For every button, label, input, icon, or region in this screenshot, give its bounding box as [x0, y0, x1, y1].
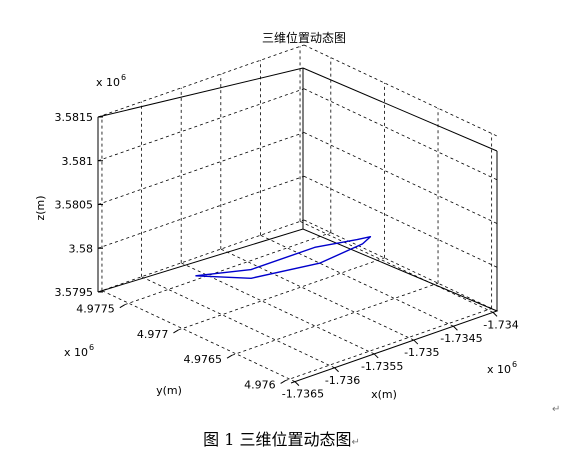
- y-tick: [280, 380, 286, 384]
- x-tick: [413, 339, 419, 345]
- z-gridline-side: [303, 175, 498, 268]
- tick-labels: -1.7365-1.736-1.7355-1.735-1.7345-1.734 4…: [55, 111, 519, 401]
- top-left-edge: [97, 67, 304, 118]
- grid-lines: [97, 44, 498, 382]
- x-gridline-floor: [299, 221, 494, 313]
- z-gridline-back: [97, 175, 305, 249]
- y-tick: [173, 329, 179, 334]
- x-tick-label: -1.735: [404, 346, 439, 359]
- y-gridline-floor: [178, 257, 385, 331]
- z-axis-label: z(m): [34, 195, 47, 220]
- z-gridline-back: [97, 88, 305, 162]
- z-gridline-side: [303, 132, 498, 224]
- x-axis-label: x(m): [371, 388, 397, 401]
- x-tick: [373, 353, 379, 359]
- z-gridline-side: [303, 88, 498, 181]
- figure-caption: 图 1 三维位置动态图↵: [0, 426, 563, 450]
- floor-outline: [97, 228, 499, 384]
- z-gridline-side: [303, 44, 498, 137]
- z-gridline-back: [97, 219, 305, 293]
- x-gridline-floor: [101, 290, 296, 382]
- x-tick: [334, 367, 339, 373]
- z-tick-label: 3.58: [69, 242, 94, 255]
- y-scale-exponent: 6: [89, 343, 94, 352]
- x-tick-label: -1.7365: [282, 388, 324, 401]
- x-tick-label: -1.734: [483, 318, 518, 331]
- trajectory-line: [195, 236, 372, 279]
- y-gridline-floor: [285, 308, 492, 381]
- chart-title: 三维位置动态图: [262, 30, 346, 45]
- top-right-edge: [302, 67, 498, 152]
- y-tick: [226, 354, 233, 359]
- x-tick: [294, 381, 300, 386]
- z-tick-label: 3.5805: [55, 199, 94, 212]
- z-scale-exponent: 6: [121, 73, 126, 82]
- y-gridline-floor: [124, 232, 331, 306]
- x-gridline-floor: [141, 276, 335, 369]
- y-tick-label: 4.9775: [76, 303, 115, 316]
- y-gridline-floor: [231, 282, 439, 356]
- x-tick-label: -1.7345: [440, 332, 482, 345]
- x-tick: [453, 325, 458, 331]
- tick-marks: [98, 116, 498, 386]
- x-tick-label: -1.736: [325, 374, 360, 387]
- z-gridline-back: [97, 132, 305, 205]
- paragraph-return-mark: ↵: [552, 404, 561, 415]
- y-tick-label: 4.9765: [184, 353, 223, 366]
- axes-box: [97, 67, 499, 384]
- y-axis-label: y(m): [156, 384, 182, 397]
- z-tick-label: 3.5815: [55, 111, 94, 124]
- z-scale-label: x 10: [96, 76, 120, 89]
- series-group: [195, 236, 372, 279]
- y-tick-label: 4.976: [244, 378, 276, 391]
- z-gridline-back: [97, 44, 305, 118]
- z-tick-label: 3.5795: [55, 286, 94, 299]
- caption-return-mark: ↵: [351, 437, 360, 448]
- y-tick: [119, 304, 126, 309]
- y-scale-label: x 10: [64, 346, 88, 359]
- x-gridline-floor: [220, 248, 414, 341]
- x-scale-label: x 10: [487, 363, 511, 376]
- y-tick-label: 4.977: [137, 328, 169, 341]
- x-tick: [492, 312, 498, 317]
- caption-text: 图 1 三维位置动态图: [203, 430, 352, 449]
- x-tick-label: -1.7355: [361, 360, 403, 373]
- z-tick-label: 3.581: [62, 155, 94, 168]
- x-scale-exponent: 6: [512, 360, 517, 369]
- z-gridline-side: [303, 219, 498, 312]
